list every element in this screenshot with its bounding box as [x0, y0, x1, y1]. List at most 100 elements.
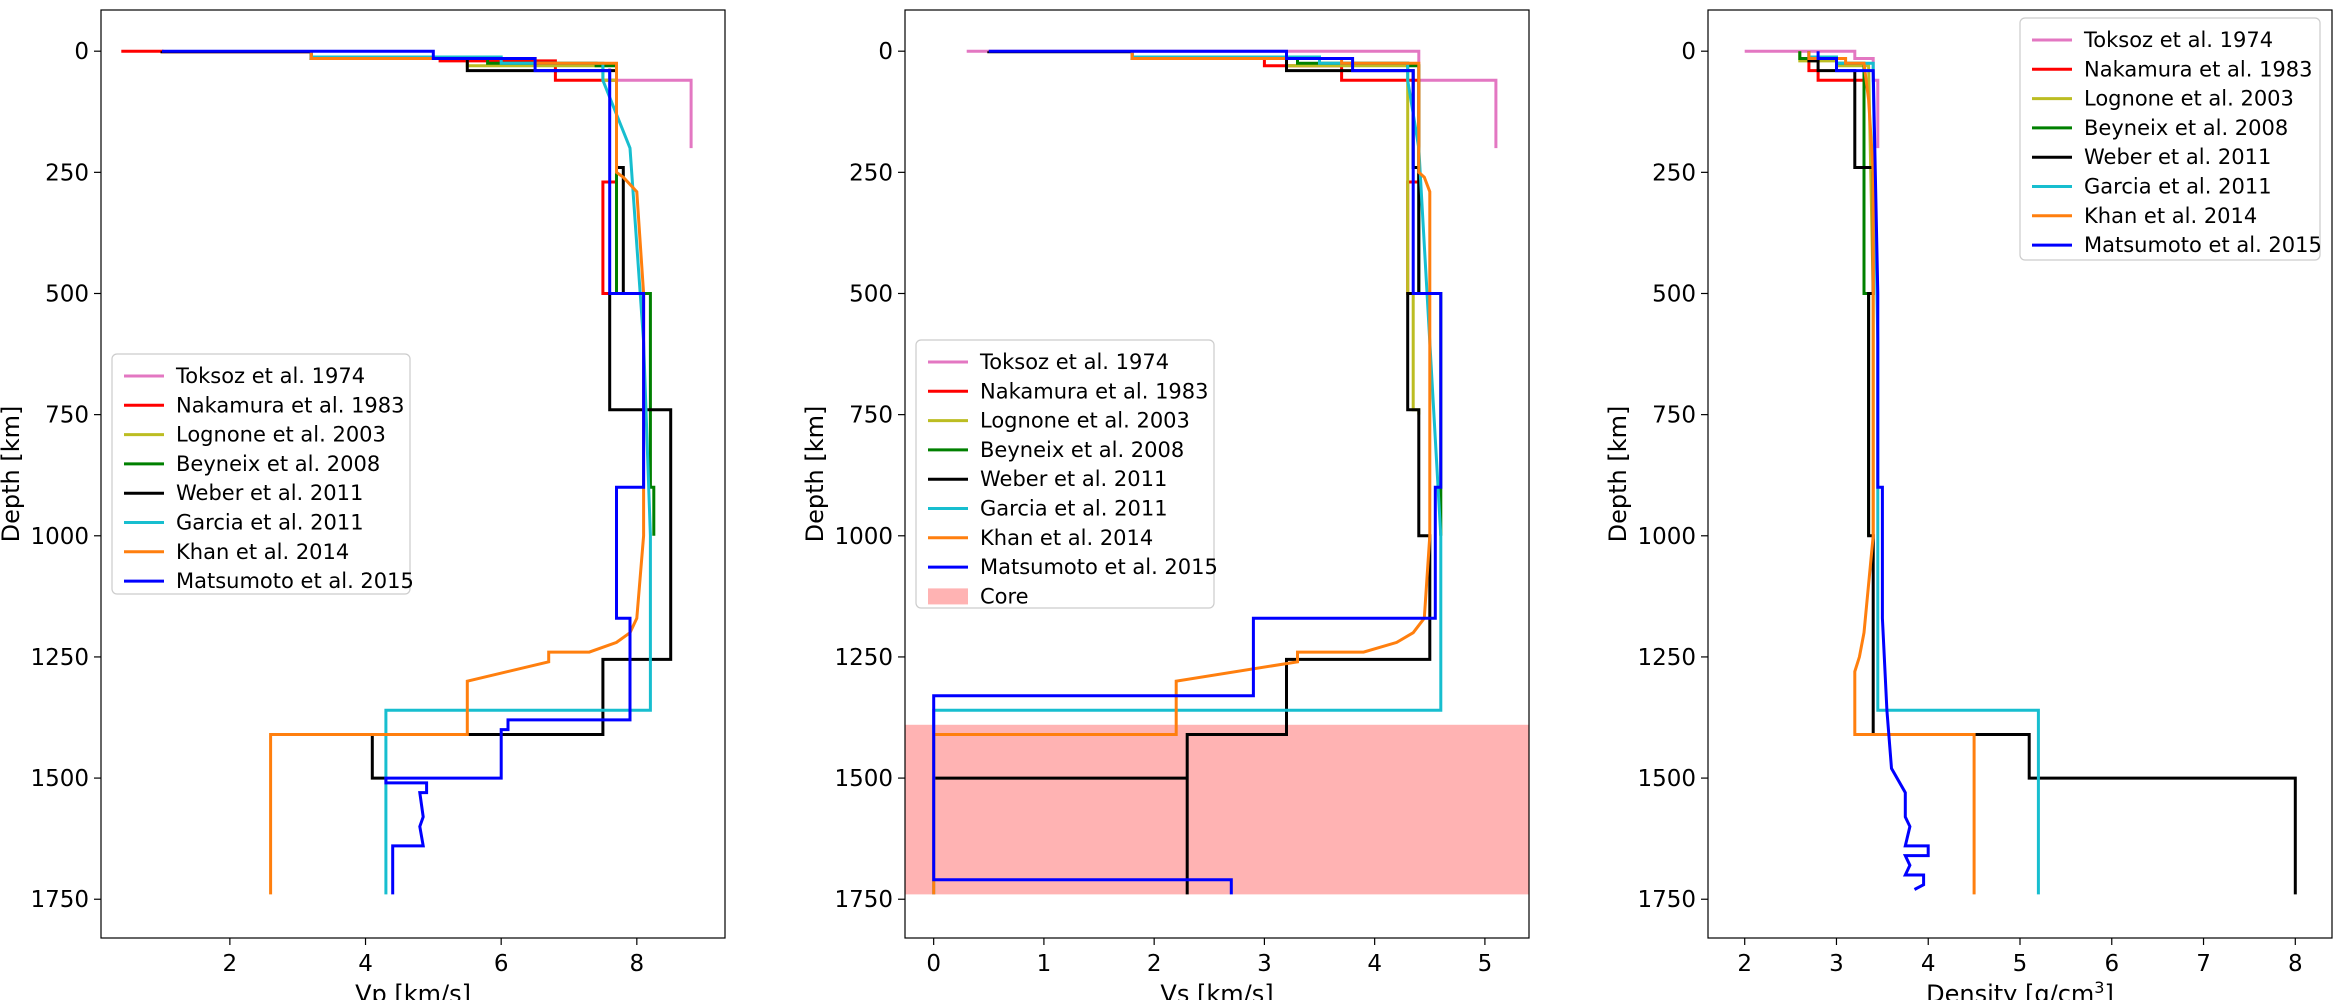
- x-tick-label: 2: [1737, 951, 1752, 977]
- x-tick-label: 7: [2196, 951, 2211, 977]
- legend: Toksoz et al. 1974 Nakamura et al. 1983 Lo…: [111, 353, 414, 595]
- legend-label-toksoz-et-al-1974: Toksoz et al. 1974: [979, 350, 1169, 374]
- x-tick-label: 6: [494, 951, 509, 977]
- x-tick-label: 4: [1921, 951, 1936, 977]
- y-tick-label: 1500: [834, 766, 893, 792]
- y-tick-label: 250: [1652, 160, 1696, 186]
- legend-label-toksoz-et-al-1974: Toksoz et al. 1974: [2083, 28, 2273, 52]
- series-line-khan-et-al-2014: [269, 51, 646, 895]
- x-tick-label: 5: [1478, 951, 1493, 977]
- series-line-matsumoto-et-al-2015: [1816, 51, 1930, 891]
- legend-label-garcia-et-al-2011: Garcia et al. 2011: [980, 497, 1168, 521]
- legend-label-lognone-et-al-2003: Lognone et al. 2003: [176, 423, 386, 447]
- x-tick-label: 8: [630, 951, 645, 977]
- y-tick-label: 1000: [834, 524, 893, 550]
- y-tick-label: 0: [878, 39, 893, 65]
- x-tick-label: 4: [358, 951, 373, 977]
- y-tick-label: 500: [45, 281, 89, 307]
- legend-label-matsumoto-et-al-2015: Matsumoto et al. 2015: [176, 569, 414, 593]
- legend-label-core: Core: [980, 584, 1029, 608]
- y-tick-label: 1750: [30, 887, 89, 913]
- series-line-matsumoto-et-al-2015: [162, 49, 646, 895]
- legend-label-garcia-et-al-2011: Garcia et al. 2011: [176, 511, 364, 535]
- x-tick-label: 0: [926, 951, 941, 977]
- legend: Toksoz et al. 1974 Nakamura et al. 1983 Lo…: [915, 339, 1218, 609]
- x-axis-label: Vs [km/s]: [1160, 980, 1273, 1000]
- x-tick-label: 6: [2104, 951, 2119, 977]
- chart-panel-1: 2 4 6 8 0 250 500 750 1000 1250 1500 1750 Vp [km/s] D…: [0, 9, 726, 1000]
- legend-label-garcia-et-al-2011: Garcia et al. 2011: [2084, 175, 2272, 199]
- legend-box: [111, 353, 411, 595]
- y-tick-label: 750: [1652, 403, 1696, 429]
- series-line-beyneix-et-al-2008: [1798, 51, 1871, 536]
- series-line-nakamura-et-al-1983: [121, 49, 618, 295]
- y-tick-label: 1250: [30, 645, 89, 671]
- legend-label-weber-et-al-2011: Weber et al. 2011: [176, 481, 363, 505]
- legend-label-lognone-et-al-2003: Lognone et al. 2003: [2084, 87, 2294, 111]
- series-line-lognone-et-al-2003: [1798, 51, 1875, 560]
- series-line-matsumoto-et-al-2015: [932, 49, 1443, 895]
- legend-label-matsumoto-et-al-2015: Matsumoto et al. 2015: [980, 555, 1218, 579]
- plot-frame: [100, 9, 726, 939]
- legend-box: [2019, 17, 2321, 261]
- y-tick-label: 1750: [1637, 887, 1696, 913]
- y-tick-label: 0: [1681, 39, 1696, 65]
- chart-panel-3: 2 3 4 5 6 7 8 0 250 500 750 1000 1250 1500 1750 Density…: [1604, 9, 2333, 1000]
- y-tick-label: 750: [45, 403, 89, 429]
- y-tick-label: 500: [849, 281, 893, 307]
- legend-label-beyneix-et-al-2008: Beyneix et al. 2008: [176, 452, 380, 476]
- x-tick-label: 2: [1147, 951, 1162, 977]
- y-axis-label: Depth [km]: [0, 406, 25, 543]
- y-tick-label: 250: [849, 160, 893, 186]
- legend-label-khan-et-al-2014: Khan et al. 2014: [980, 526, 1153, 550]
- legend-label-nakamura-et-al-1983: Nakamura et al. 1983: [2084, 57, 2313, 81]
- plot-frame: [904, 9, 1530, 939]
- series-line-lognone-et-al-2003: [309, 51, 624, 295]
- legend-label-khan-et-al-2014: Khan et al. 2014: [2084, 204, 2257, 228]
- x-tick-label: 5: [2013, 951, 2028, 977]
- y-tick-label: 250: [45, 160, 89, 186]
- legend-label-beyneix-et-al-2008: Beyneix et al. 2008: [2084, 116, 2288, 140]
- legend-swatch-core: [928, 588, 968, 605]
- chart-panel-2: 0 1 2 3 4 5 0 250 500 750 1000 1250 1500 1750 Vs [km/s…: [801, 9, 1530, 1000]
- x-tick-label: 8: [2288, 951, 2303, 977]
- y-tick-label: 500: [1652, 281, 1696, 307]
- legend-label-beyneix-et-al-2008: Beyneix et al. 2008: [980, 438, 1184, 462]
- legend-label-weber-et-al-2011: Weber et al. 2011: [980, 467, 1167, 491]
- legend-label-lognone-et-al-2003: Lognone et al. 2003: [980, 409, 1190, 433]
- x-axis-label: Vp [km/s]: [355, 980, 471, 1000]
- legend: Toksoz et al. 1974 Nakamura et al. 1983 Lo…: [2019, 17, 2322, 261]
- legend-label-matsumoto-et-al-2015: Matsumoto et al. 2015: [2084, 233, 2322, 257]
- series-line-khan-et-al-2014: [1807, 51, 1976, 895]
- legend-label-nakamura-et-al-1983: Nakamura et al. 1983: [176, 393, 405, 417]
- y-tick-label: 1250: [834, 645, 893, 671]
- series-line-nakamura-et-al-1983: [1130, 51, 1430, 295]
- legend-label-weber-et-al-2011: Weber et al. 2011: [2084, 145, 2271, 169]
- y-tick-label: 750: [849, 403, 893, 429]
- x-tick-label: 3: [1257, 951, 1272, 977]
- y-tick-label: 0: [74, 39, 89, 65]
- legend-box: [915, 339, 1215, 609]
- legend-label-nakamura-et-al-1983: Nakamura et al. 1983: [980, 379, 1209, 403]
- series-line-weber-et-al-2011: [1807, 51, 2297, 895]
- y-tick-label: 1750: [834, 887, 893, 913]
- series-line-toksoz-et-al-1974: [608, 68, 693, 149]
- x-tick-label: 1: [1037, 951, 1052, 977]
- legend-label-khan-et-al-2014: Khan et al. 2014: [176, 540, 349, 564]
- legend-label-toksoz-et-al-1974: Toksoz et al. 1974: [175, 364, 365, 388]
- y-tick-label: 1000: [30, 524, 89, 550]
- series-line-toksoz-et-al-1974: [1744, 49, 1880, 149]
- series-line-garcia-et-al-2011: [1807, 51, 2040, 895]
- y-tick-label: 1500: [1637, 766, 1696, 792]
- shaded-region-core: [905, 724, 1529, 895]
- x-tick-label: 4: [1367, 951, 1382, 977]
- y-tick-label: 1250: [1637, 645, 1696, 671]
- x-axis-label: Density [g/cm3]: [1926, 978, 2114, 1000]
- y-tick-label: 1500: [30, 766, 89, 792]
- x-tick-label: 2: [223, 951, 238, 977]
- y-axis-label: Depth [km]: [801, 406, 829, 543]
- y-tick-label: 1000: [1637, 524, 1696, 550]
- x-tick-label: 3: [1829, 951, 1844, 977]
- y-axis-label: Depth [km]: [1604, 406, 1632, 543]
